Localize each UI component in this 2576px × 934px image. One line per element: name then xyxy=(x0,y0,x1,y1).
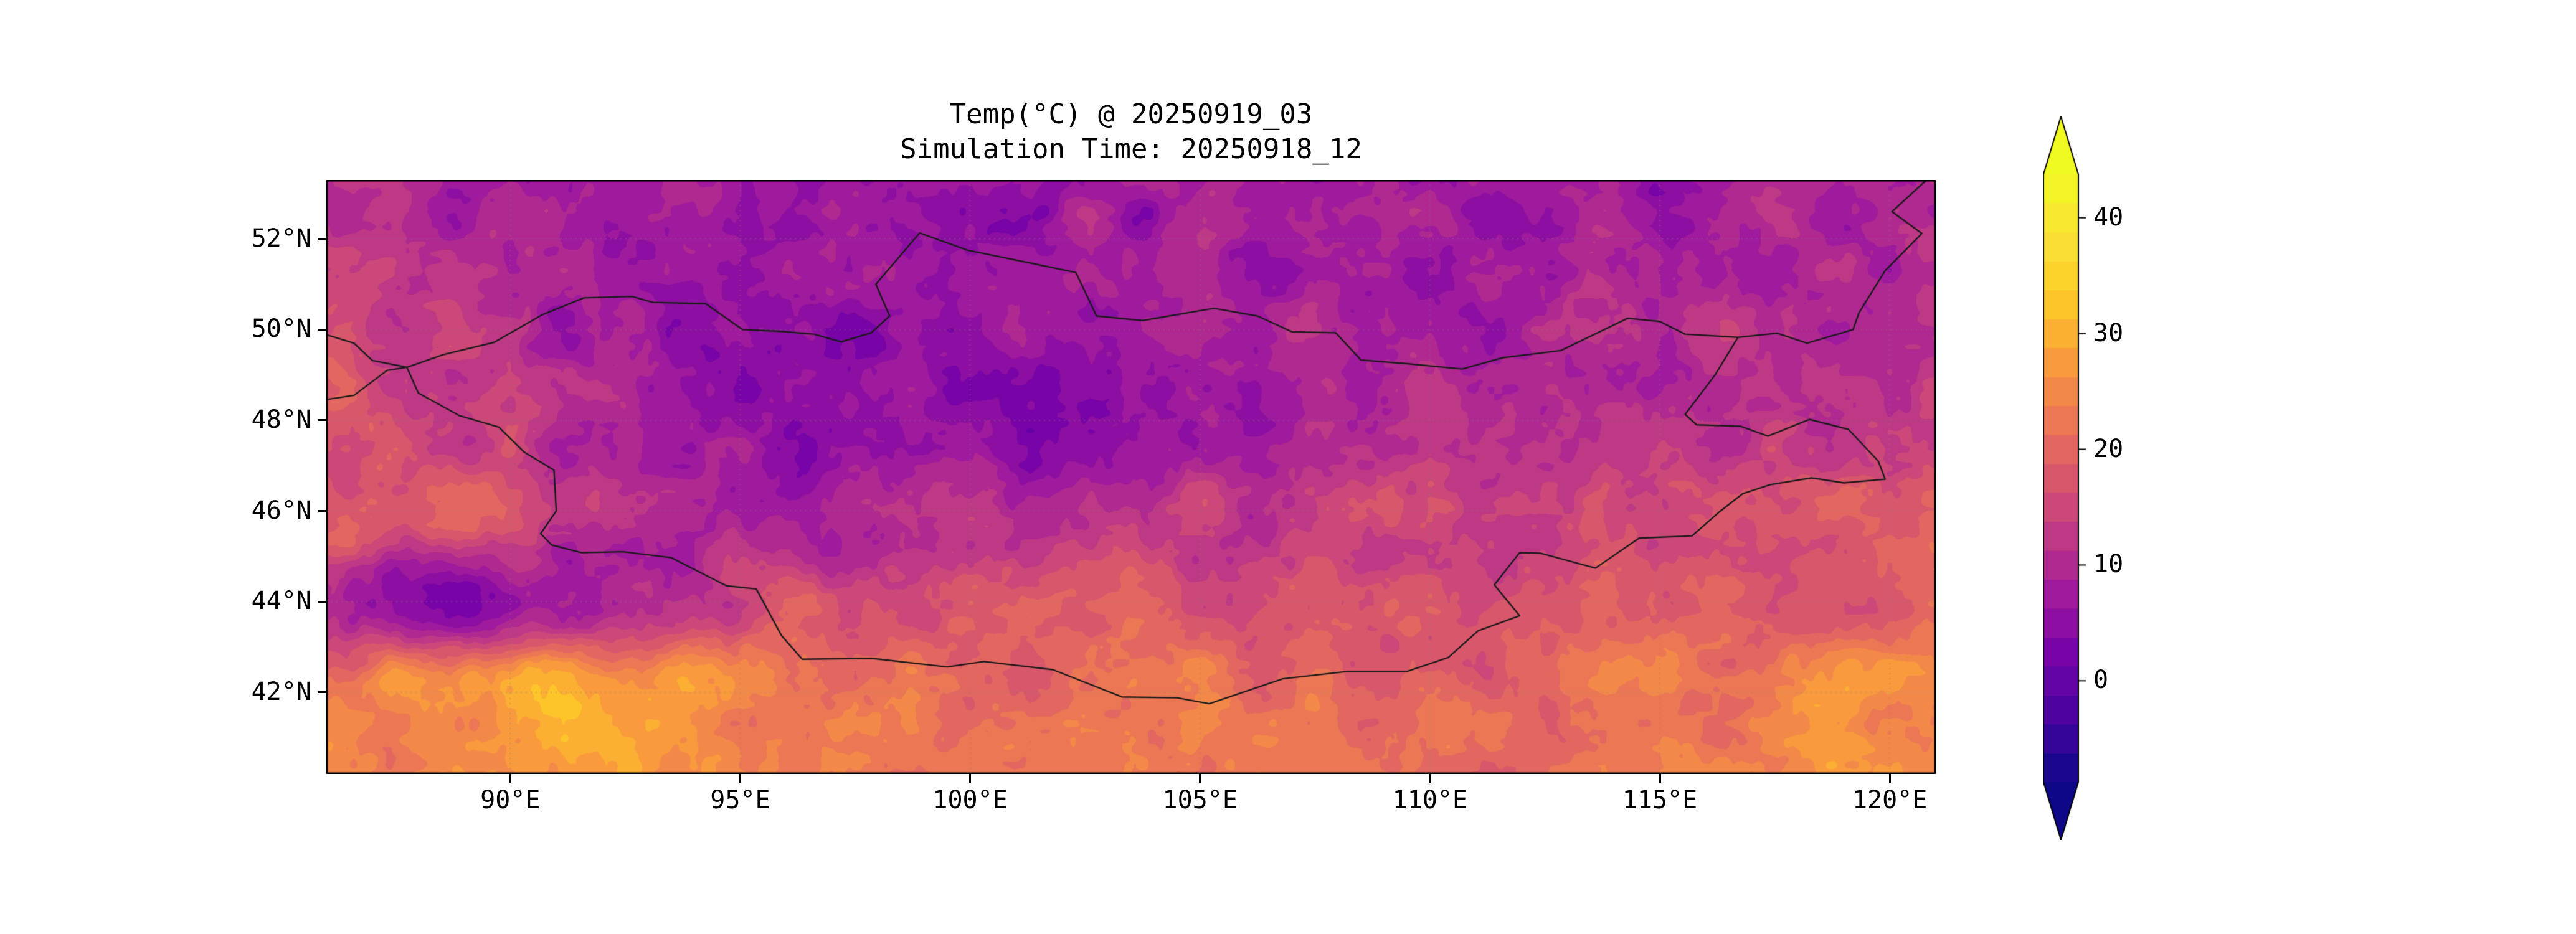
y-tick-mark xyxy=(318,328,326,331)
y-tick-mark xyxy=(318,510,326,512)
x-tick-label: 95°E xyxy=(710,786,770,814)
colorbar-tick-label: 20 xyxy=(2093,434,2124,463)
x-tick-label: 120°E xyxy=(1852,786,1928,814)
y-tick-label: 46°N xyxy=(251,496,311,525)
plot-subtitle: Simulation Time: 20250918_12 xyxy=(900,133,1362,165)
colorbar-tick-label: 10 xyxy=(2093,550,2124,579)
y-tick-label: 50°N xyxy=(251,314,311,344)
y-tick-label: 42°N xyxy=(251,677,311,706)
colorbar-tick-label: 30 xyxy=(2093,318,2124,347)
x-tick-mark xyxy=(1429,774,1431,783)
y-tick-label: 44°N xyxy=(251,587,311,616)
y-tick-label: 48°N xyxy=(251,405,311,434)
x-tick-mark xyxy=(969,774,972,783)
y-tick-mark xyxy=(318,238,326,240)
x-tick-label: 90°E xyxy=(480,786,541,814)
x-tick-mark xyxy=(1199,774,1201,783)
x-tick-label: 115°E xyxy=(1622,786,1698,814)
x-tick-mark xyxy=(1659,774,1661,783)
y-tick-mark xyxy=(318,419,326,422)
colorbar xyxy=(2043,116,2087,840)
x-tick-label: 105°E xyxy=(1162,786,1238,814)
x-tick-label: 100°E xyxy=(932,786,1008,814)
y-tick-mark xyxy=(318,600,326,603)
y-tick-mark xyxy=(318,691,326,694)
temperature-field-map xyxy=(326,180,1936,774)
x-tick-mark xyxy=(509,774,511,783)
x-tick-label: 110°E xyxy=(1392,786,1468,814)
x-tick-mark xyxy=(739,774,741,783)
plot-title: Temp(°C) @ 20250919_03 xyxy=(949,98,1313,130)
y-tick-label: 52°N xyxy=(251,224,311,253)
colorbar-tick-label: 0 xyxy=(2093,666,2109,695)
x-tick-mark xyxy=(1888,774,1891,783)
colorbar-tick-label: 40 xyxy=(2093,202,2124,232)
